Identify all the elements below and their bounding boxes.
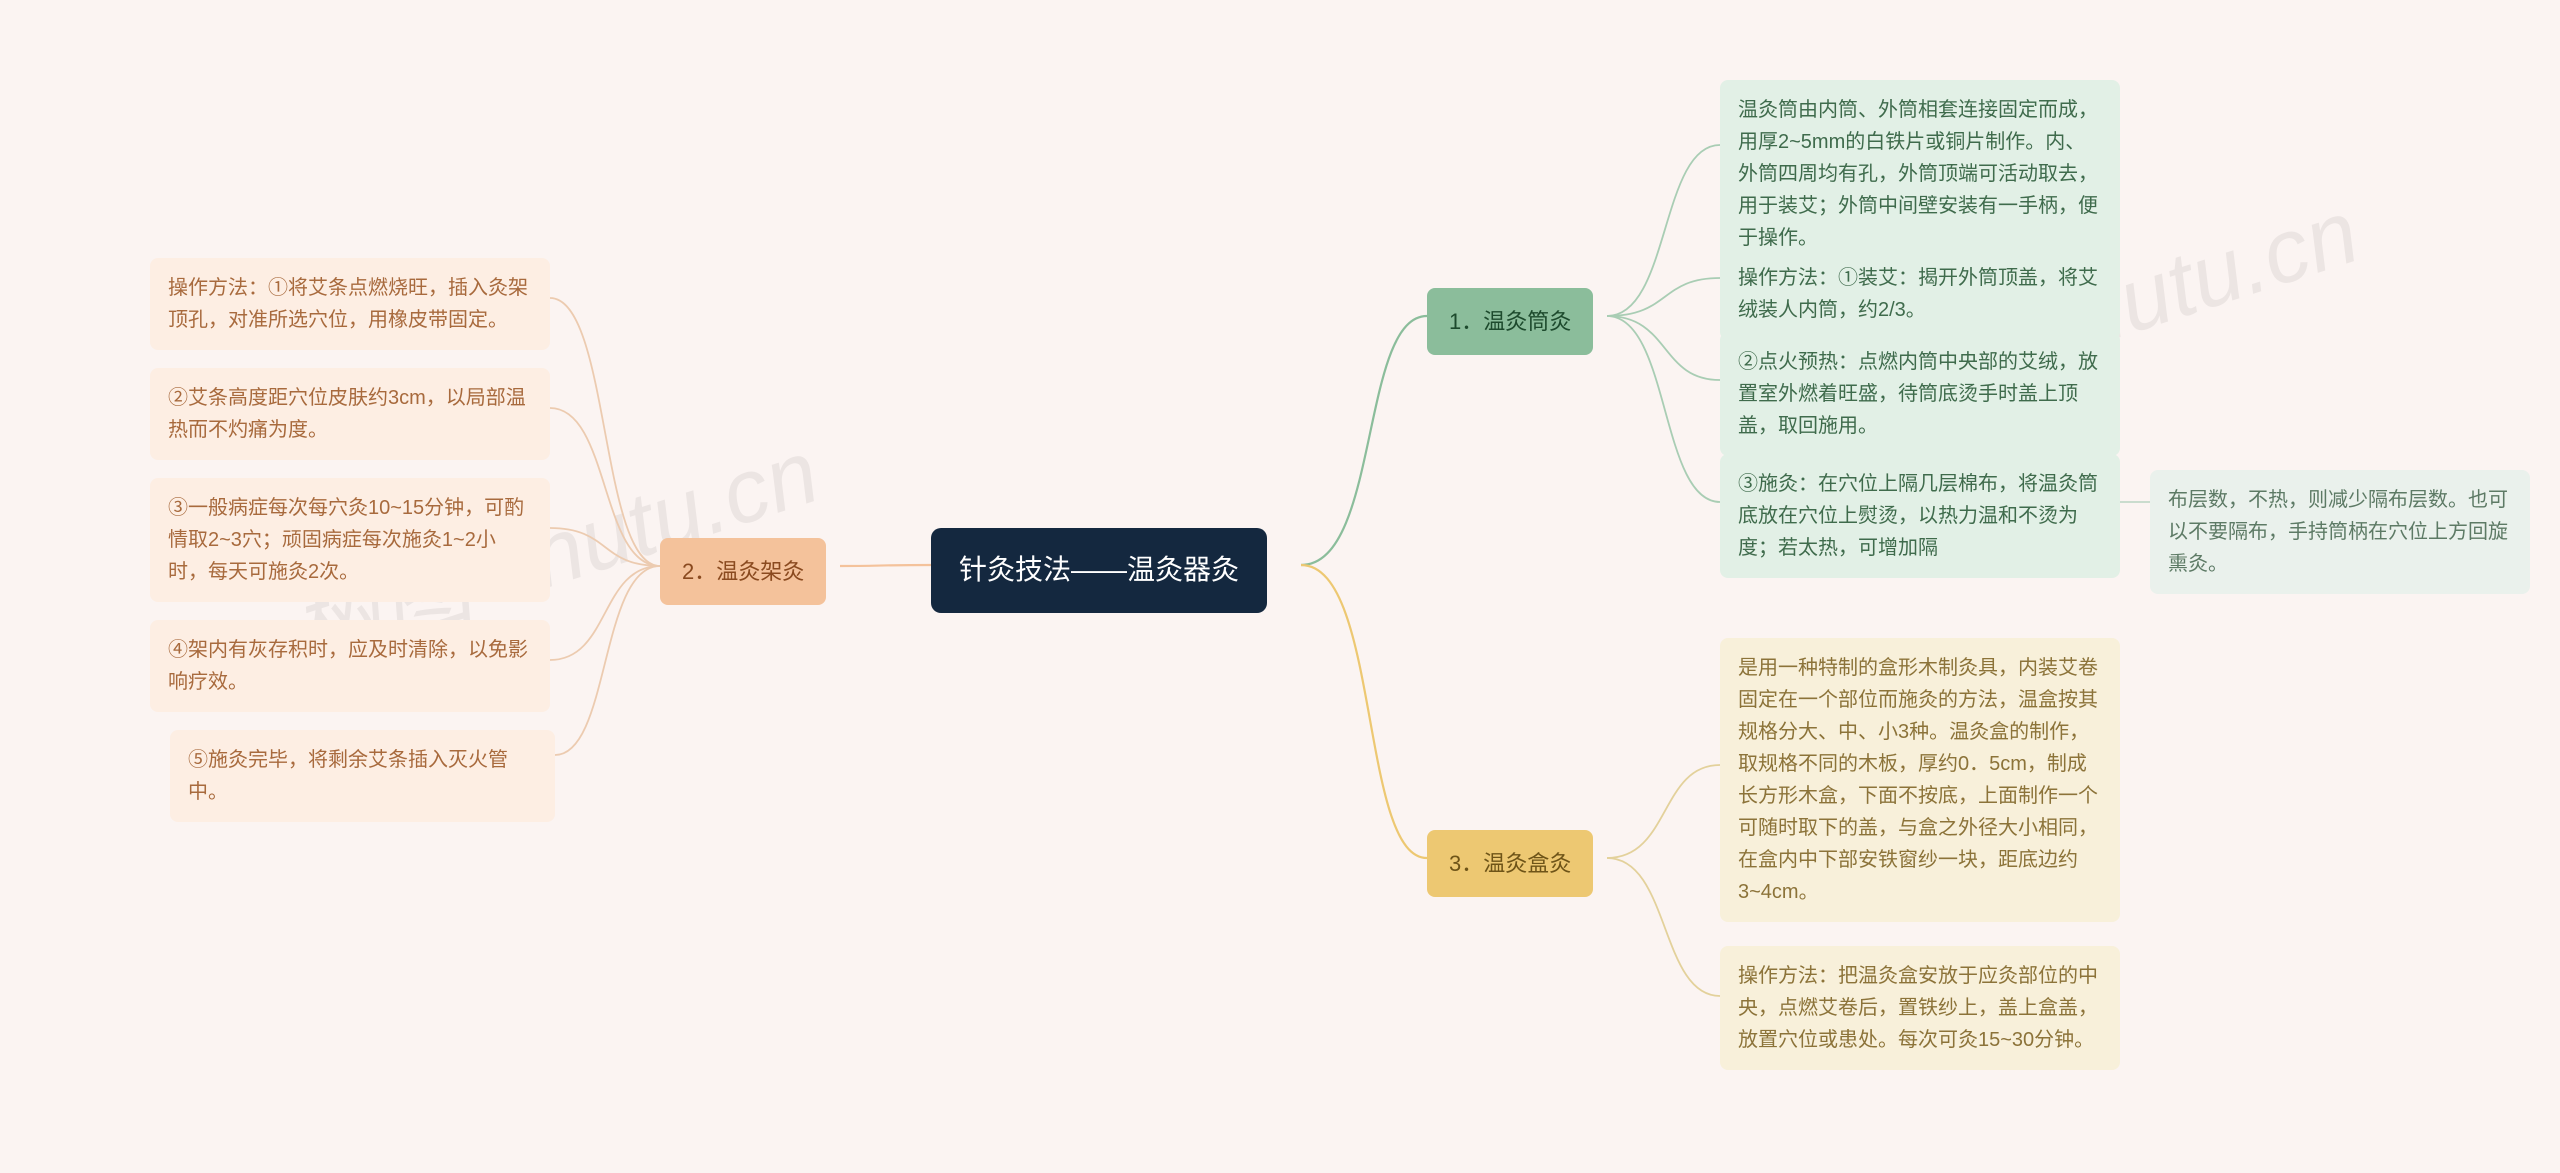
branch-1-leaf-3[interactable]: ②点火预热：点燃内筒中央部的艾绒，放置室外燃着旺盛，待筒底烫手时盖上顶盖，取回施… bbox=[1720, 332, 2120, 456]
branch-3[interactable]: 3．温灸盒灸 bbox=[1427, 830, 1593, 897]
branch-1[interactable]: 1．温灸筒灸 bbox=[1427, 288, 1593, 355]
branch-3-leaf-2[interactable]: 操作方法：把温灸盒安放于应灸部位的中央，点燃艾卷后，置铁纱上，盖上盒盖，放置穴位… bbox=[1720, 946, 2120, 1070]
branch-3-leaf-1[interactable]: 是用一种特制的盒形木制灸具，内装艾卷固定在一个部位而施灸的方法，温盒按其规格分大… bbox=[1720, 638, 2120, 922]
branch-2-leaf-1[interactable]: 操作方法：①将艾条点燃烧旺，插入灸架顶孔，对准所选穴位，用橡皮带固定。 bbox=[150, 258, 550, 350]
root-node[interactable]: 针灸技法——温灸器灸 bbox=[931, 528, 1267, 613]
branch-2-leaf-3[interactable]: ③一般病症每次每穴灸10~15分钟，可酌情取2~3穴；顽固病症每次施灸1~2小时… bbox=[150, 478, 550, 602]
branch-2-leaf-4[interactable]: ④架内有灰存积时，应及时清除，以免影响疗效。 bbox=[150, 620, 550, 712]
branch-2-leaf-5[interactable]: ⑤施灸完毕，将剩余艾条插入灭火管中。 bbox=[170, 730, 555, 822]
branch-1-leaf-4[interactable]: ③施灸：在穴位上隔几层棉布，将温灸筒底放在穴位上熨烫，以热力温和不烫为度；若太热… bbox=[1720, 454, 2120, 578]
branch-1-leaf-4-child[interactable]: 布层数，不热，则减少隔布层数。也可以不要隔布，手持筒柄在穴位上方回旋熏灸。 bbox=[2150, 470, 2530, 594]
branch-1-leaf-2[interactable]: 操作方法：①装艾：揭开外筒顶盖，将艾绒装人内筒，约2/3。 bbox=[1720, 248, 2120, 340]
branch-1-leaf-1[interactable]: 温灸筒由内筒、外筒相套连接固定而成，用厚2~5mm的白铁片或铜片制作。内、外筒四… bbox=[1720, 80, 2120, 268]
branch-2[interactable]: 2．温灸架灸 bbox=[660, 538, 826, 605]
branch-2-leaf-2[interactable]: ②艾条高度距穴位皮肤约3cm，以局部温热而不灼痛为度。 bbox=[150, 368, 550, 460]
